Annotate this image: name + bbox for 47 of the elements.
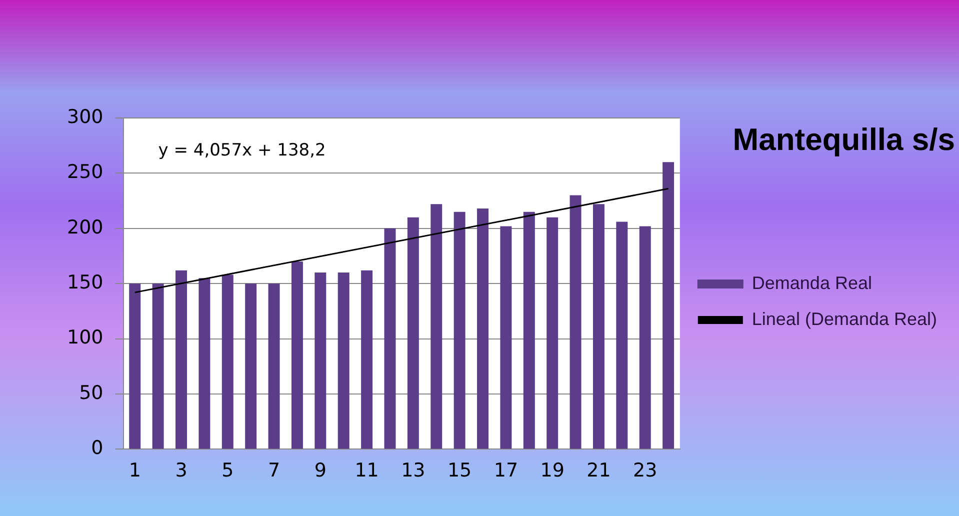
bar bbox=[407, 217, 419, 449]
x-tick-label: 7 bbox=[268, 460, 280, 482]
y-tick-label: 150 bbox=[67, 272, 104, 294]
annotation: y = 4,057x + 138,2 bbox=[158, 140, 326, 160]
x-tick-label: 9 bbox=[314, 460, 326, 482]
x-tick-label: 13 bbox=[401, 460, 426, 482]
y-tick-label: 100 bbox=[67, 326, 104, 349]
bar bbox=[314, 272, 326, 449]
y-tick-label: 200 bbox=[67, 216, 104, 238]
bar bbox=[639, 226, 651, 449]
x-tick-label: 15 bbox=[447, 460, 472, 482]
bar bbox=[152, 284, 164, 449]
bar bbox=[129, 284, 141, 449]
bar bbox=[523, 212, 535, 449]
bar bbox=[198, 278, 210, 449]
bar bbox=[361, 270, 373, 449]
y-tick-label: 0 bbox=[91, 437, 104, 460]
x-tick-label: 3 bbox=[175, 460, 188, 482]
bar bbox=[662, 162, 674, 449]
y-tick-label: 300 bbox=[67, 106, 104, 128]
legend-label: Demanda Real bbox=[752, 272, 872, 293]
bar bbox=[570, 195, 582, 449]
bar bbox=[268, 284, 280, 449]
x-tick-label: 11 bbox=[354, 460, 379, 482]
y-tick-label: 50 bbox=[79, 382, 104, 404]
text: Mantequilla s/s bbox=[732, 122, 955, 158]
bar bbox=[592, 204, 604, 449]
legend-label: Lineal (Demanda Real) bbox=[752, 308, 938, 329]
x-tick-label: 21 bbox=[586, 460, 611, 482]
x-tick-label: 5 bbox=[222, 460, 234, 482]
bar bbox=[477, 208, 488, 449]
bar bbox=[176, 270, 187, 449]
bar bbox=[430, 204, 442, 449]
y-tick-label: 250 bbox=[67, 161, 104, 184]
bar bbox=[222, 274, 234, 449]
x-tick-label: 23 bbox=[633, 460, 658, 482]
bar bbox=[384, 228, 396, 449]
bar bbox=[245, 284, 257, 449]
x-tick-label: 17 bbox=[494, 460, 518, 482]
bar bbox=[291, 262, 303, 449]
bar bbox=[454, 212, 466, 449]
bar bbox=[616, 222, 628, 449]
bar bbox=[338, 272, 350, 449]
bar bbox=[546, 217, 558, 449]
x-tick-label: 1 bbox=[128, 460, 141, 482]
bar bbox=[500, 226, 512, 449]
x-tick-label: 19 bbox=[540, 460, 564, 482]
